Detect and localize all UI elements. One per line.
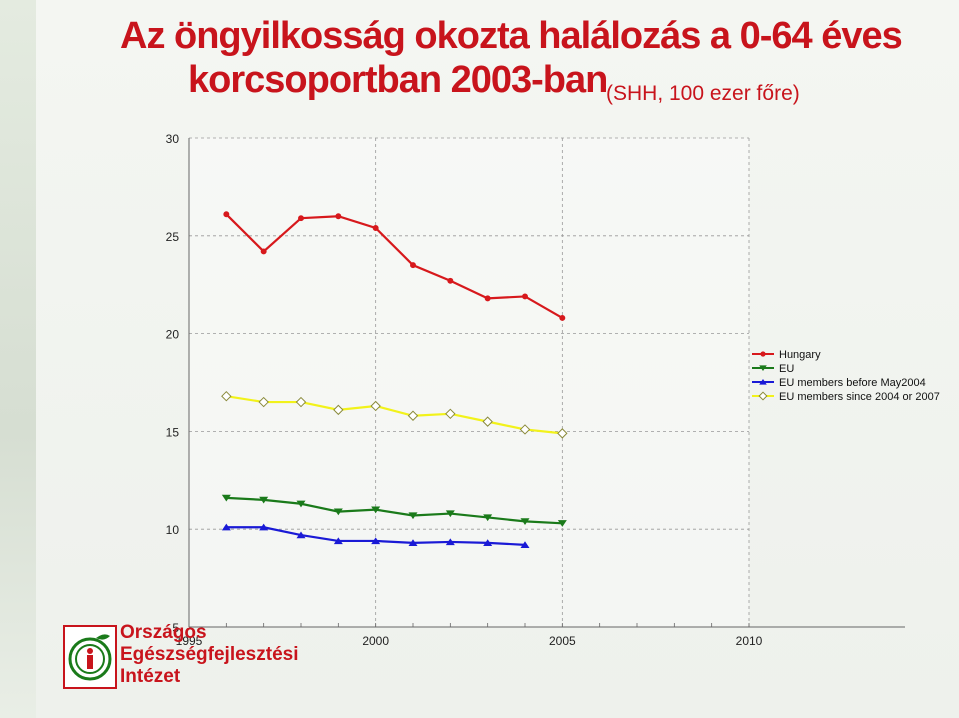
legend-label: EU members since 2004 or 2007 <box>779 391 940 403</box>
y-tick-label: 15 <box>166 425 180 439</box>
data-point <box>411 263 416 268</box>
data-point <box>523 294 528 299</box>
x-tick-label: 2010 <box>736 634 763 648</box>
data-point <box>336 214 341 219</box>
data-point <box>448 278 453 283</box>
data-point <box>261 249 266 254</box>
logo-text: Országos Egészségfejlesztési Intézet <box>120 622 298 688</box>
data-point <box>224 212 229 217</box>
x-tick-label: 2005 <box>549 634 576 648</box>
y-tick-label: 25 <box>166 230 180 244</box>
legend-label: Hungary <box>779 349 821 361</box>
legend-marker <box>759 392 767 400</box>
legend-label: EU <box>779 363 794 375</box>
data-point <box>560 315 565 320</box>
data-point <box>485 296 490 301</box>
legend-marker <box>761 352 765 356</box>
y-tick-label: 20 <box>166 328 180 342</box>
y-tick-label: 10 <box>166 523 180 537</box>
y-tick-label: 30 <box>166 132 180 146</box>
logo-line-3: Intézet <box>120 666 298 688</box>
legend-label: EU members before May2004 <box>779 377 926 389</box>
logo-line-2: Egészségfejlesztési <box>120 644 298 666</box>
data-point <box>373 226 378 231</box>
logo-line-1: Országos <box>120 622 298 644</box>
plot-area <box>189 138 749 627</box>
x-tick-label: 2000 <box>362 634 389 648</box>
data-point <box>299 216 304 221</box>
